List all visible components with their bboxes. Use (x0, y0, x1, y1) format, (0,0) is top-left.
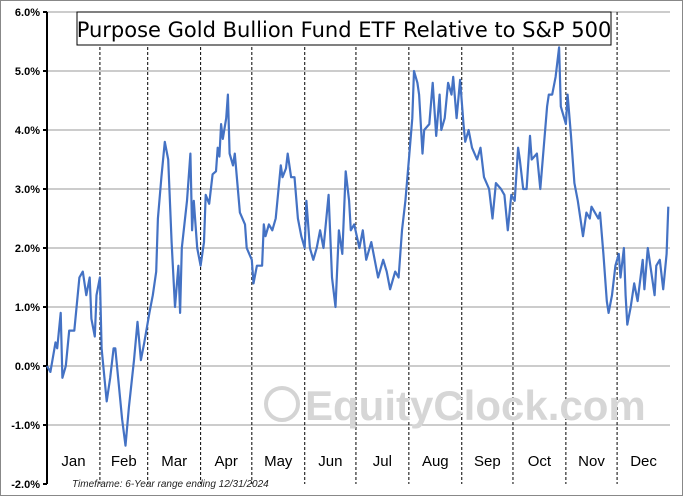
y-tick-label: 1.0% (15, 302, 40, 314)
month-label: Dec (630, 453, 657, 470)
month-label: Jun (318, 453, 342, 470)
watermark: EquityClock.com (264, 382, 646, 429)
y-tick-label: 6.0% (15, 7, 40, 19)
month-label: Oct (528, 453, 552, 470)
y-tick-label: -2.0% (11, 479, 40, 491)
month-label: Apr (215, 453, 238, 470)
y-tick-label: 4.0% (15, 125, 40, 137)
watermark-logo-icon (264, 386, 300, 422)
series-line (46, 46, 670, 447)
y-tick-label: -1.0% (11, 420, 40, 432)
month-label: May (264, 453, 293, 470)
y-tick-label: 2.0% (15, 243, 40, 255)
month-label: Nov (578, 453, 605, 470)
grid (47, 11, 670, 484)
watermark-text: EquityClock.com (305, 382, 646, 429)
y-tick-label: 0.0% (15, 361, 40, 373)
month-label: Mar (161, 453, 187, 470)
chart-title-box: Purpose Gold Bullion Fund ETF Relative t… (76, 11, 612, 46)
month-label: Jan (61, 453, 85, 470)
y-tick-label: 5.0% (15, 66, 40, 78)
month-labels: Jan Feb Mar Apr May Jun Jul Aug Sep Oct Nov Dec (61, 453, 657, 470)
chart-title: Purpose Gold Bullion Fund ETF Relative t… (77, 18, 612, 42)
y-axis: -2.0% -1.0% 0.0% 1.0% 2.0% 3.0% 4.0% 5.0% 6.0% (11, 7, 48, 491)
month-label: Sep (474, 453, 501, 470)
month-label: Jul (373, 453, 392, 470)
footnote: Timeframe: 6-Year range ending 12/31/202… (72, 479, 269, 490)
y-tick-label: 3.0% (15, 184, 40, 196)
month-label: Aug (422, 453, 449, 470)
month-label: Feb (111, 453, 137, 470)
